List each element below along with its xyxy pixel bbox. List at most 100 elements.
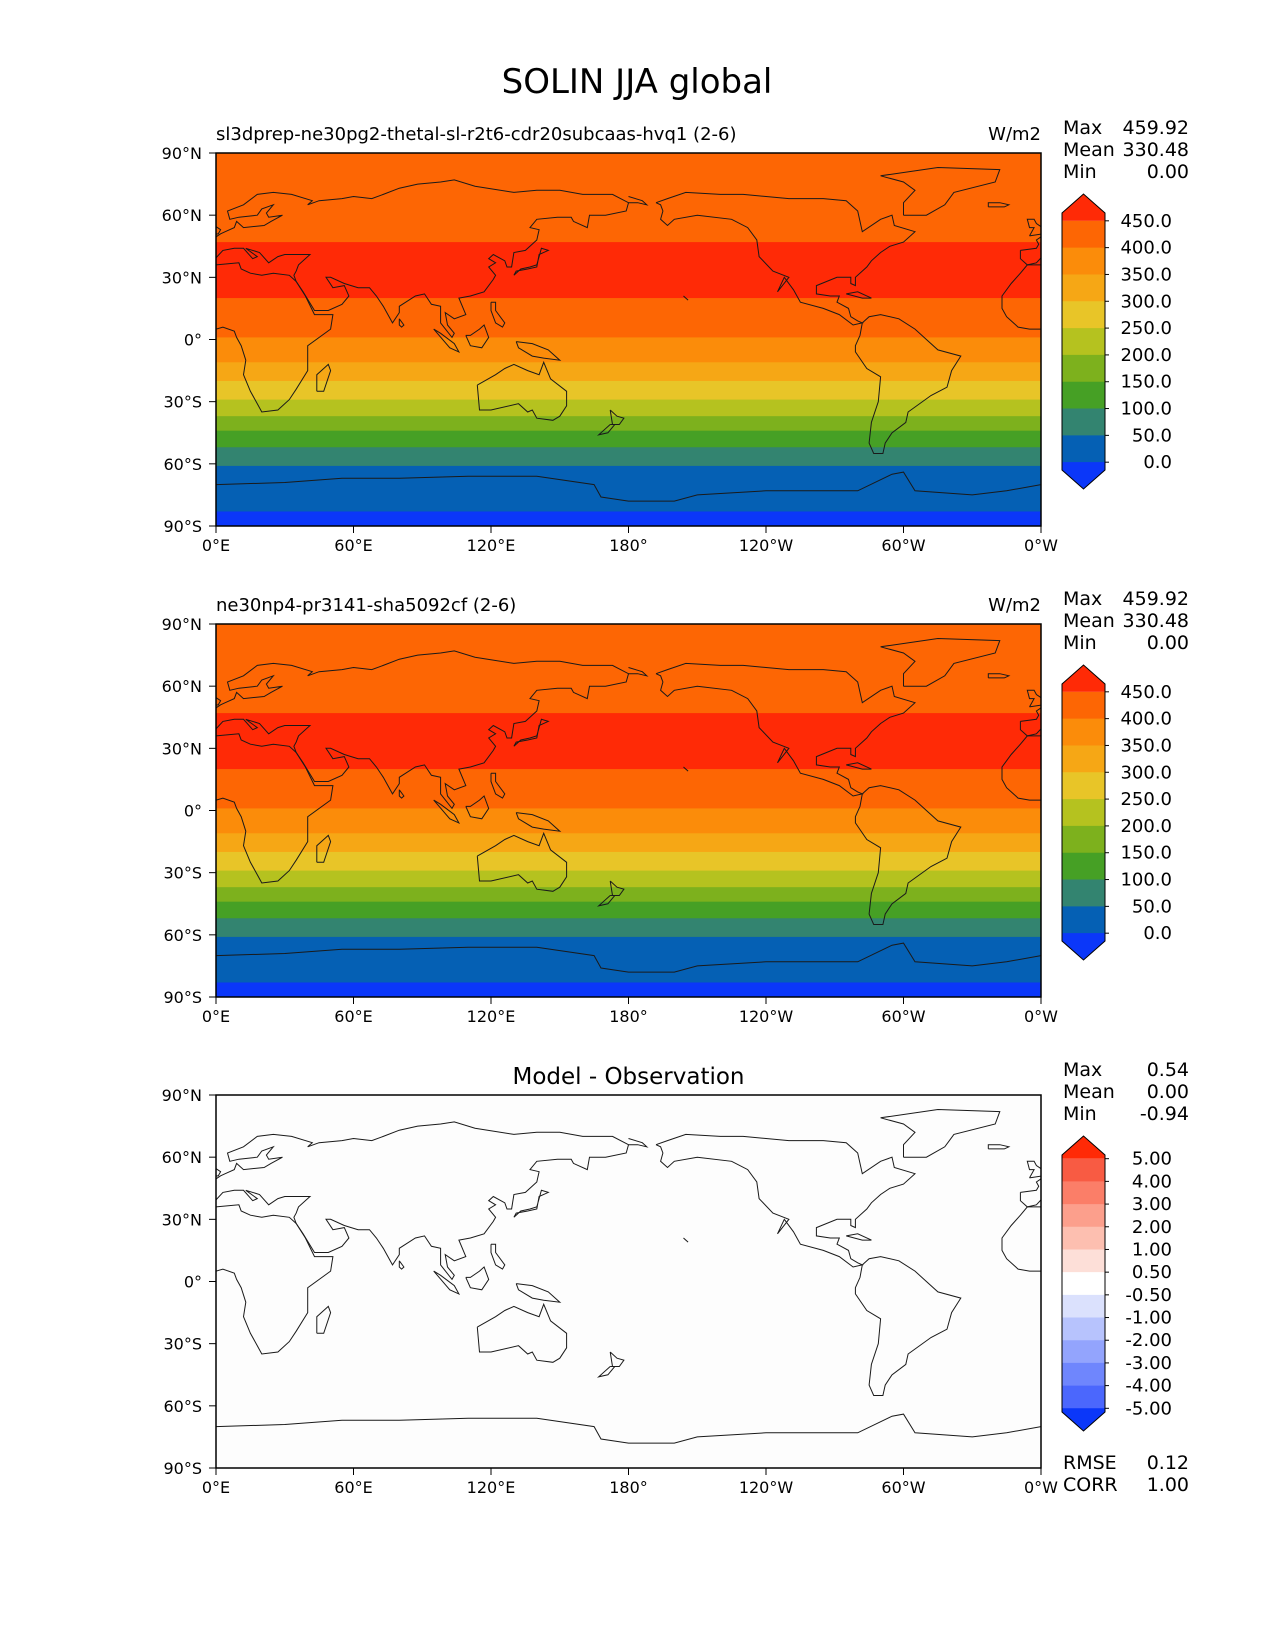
extra-stat-value: 1.00: [1147, 1474, 1189, 1496]
stat-label: Mean: [1063, 610, 1115, 632]
coastline: [1026, 1160, 1041, 1179]
lat-tick-label: 0°: [184, 802, 202, 821]
units-label: W/m2: [988, 124, 1041, 145]
data-band: [216, 380, 1041, 401]
data-band: [216, 465, 1041, 512]
colorbar-tick-label: 50.0: [1132, 425, 1172, 446]
colorbar-tick-label: 300.0: [1120, 762, 1172, 783]
coastline: [1019, 707, 1041, 737]
coastline: [854, 1256, 962, 1396]
colorbar-tick-label: 3.00: [1132, 1194, 1172, 1215]
colorbar-segment: [1062, 852, 1105, 880]
coastline: [465, 795, 490, 820]
data-band: [216, 918, 1041, 938]
coastline: [216, 1413, 1041, 1444]
map-panel-difference: 90°N 60°N 30°N 0° 30°S 60°S 90°S0°E 60°E 120°E 18…: [162, 1059, 1189, 1497]
coastline: [854, 785, 962, 925]
coastline: [316, 834, 332, 863]
coastline: [846, 1233, 872, 1241]
coastline: [987, 673, 1011, 679]
colorbar-tick-label: 300.0: [1120, 291, 1172, 312]
coastline: [490, 1243, 506, 1270]
stat-label: Max: [1063, 588, 1102, 610]
data-band: [216, 430, 1041, 448]
stat-value: 0.00: [1147, 1081, 1189, 1103]
coastline: [316, 363, 332, 392]
lon-tick-label: 0°E: [202, 1478, 230, 1497]
lat-tick-label: 90°S: [163, 517, 202, 536]
coastline: [880, 166, 1001, 216]
lon-tick-label: 120°W: [739, 536, 794, 555]
colorbar-tick-label: 0.0: [1143, 452, 1172, 473]
colorbar-segment: [1062, 1272, 1105, 1296]
colorbar-segment: [1062, 745, 1105, 773]
data-band: [216, 808, 1041, 834]
coastline: [216, 696, 222, 706]
colorbar-tick-label: 100.0: [1120, 399, 1172, 420]
colorbar-tick-label: 200.0: [1120, 345, 1172, 366]
stat-label: Mean: [1063, 1081, 1115, 1103]
data-band: [216, 298, 1041, 338]
colorbar-segment: [1062, 1136, 1105, 1159]
extra-stat-label: CORR: [1063, 1474, 1118, 1496]
lat-tick-label: 60°N: [162, 1148, 202, 1167]
coastline: [216, 942, 1041, 973]
colorbar-tick-label: 350.0: [1120, 264, 1172, 285]
coastline: [465, 1266, 490, 1291]
colorbar-outline: [1061, 1135, 1106, 1432]
lon-tick-label: 60°E: [334, 536, 372, 555]
extra-stat-label: RMSE: [1063, 1452, 1117, 1474]
lat-tick-label: 30°N: [162, 268, 202, 287]
colorbar: 450.0 400.0 350.0 300.0 250.0 200.0 150.0 100.0…: [1061, 664, 1172, 961]
coastline: [465, 324, 490, 349]
colorbar-segment: [1062, 328, 1105, 356]
colorbar-outline: [1061, 193, 1106, 490]
data-band: [216, 982, 1041, 998]
colorbar-tick-label: -1.00: [1125, 1308, 1172, 1329]
colorbar-segment: [1062, 665, 1105, 692]
data-band: [216, 447, 1041, 467]
data-band: [216, 153, 1041, 243]
data-band: [216, 901, 1041, 919]
panel-title: sl3dprep-ne30pg2-thetal-sl-r2t6-cdr20sub…: [216, 124, 737, 145]
lon-tick-label: 120°E: [467, 1007, 516, 1026]
coastline: [513, 1189, 550, 1218]
colorbar-segment: [1062, 1226, 1105, 1250]
lat-tick-label: 90°N: [162, 1086, 202, 1105]
colorbar-segment: [1062, 825, 1105, 854]
colorbar-tick-label: 0.50: [1132, 1262, 1172, 1283]
stat-value: 0.00: [1147, 161, 1189, 183]
coastline: [655, 662, 916, 797]
lat-tick-label: 0°: [184, 331, 202, 350]
lat-tick-label: 30°N: [162, 1210, 202, 1229]
coastline: [513, 247, 550, 276]
stat-value: 0.54: [1147, 1059, 1189, 1081]
colorbar: 450.0 400.0 350.0 300.0 250.0 200.0 150.0 100.0…: [1061, 193, 1172, 490]
coastline: [216, 262, 334, 413]
lon-tick-label: 0°W: [1024, 536, 1058, 555]
data-band: [216, 624, 1041, 714]
lon-tick-label: 60°W: [881, 1478, 925, 1497]
coastline: [1026, 689, 1041, 708]
coastline: [216, 650, 630, 810]
lat-tick-label: 30°S: [163, 1335, 202, 1354]
coastline: [433, 799, 461, 824]
lon-tick-label: 60°W: [881, 536, 925, 555]
coastline: [476, 1302, 568, 1363]
coastline: [476, 831, 568, 892]
colorbar-tick-label: 50.0: [1132, 896, 1172, 917]
lon-tick-label: 0°E: [202, 1007, 230, 1026]
coastline: [513, 718, 550, 747]
colorbar-tick-label: -4.00: [1125, 1376, 1172, 1397]
coastline: [1026, 218, 1041, 237]
colorbar-tick-label: 0.0: [1143, 923, 1172, 944]
colorbar-segment: [1062, 354, 1105, 383]
lat-tick-label: 60°S: [163, 926, 202, 945]
data-band: [216, 870, 1041, 888]
lat-tick-label: 90°N: [162, 144, 202, 163]
colorbar-tick-label: -2.00: [1125, 1330, 1172, 1351]
lat-tick-label: 30°S: [163, 393, 202, 412]
coastline: [216, 225, 222, 235]
lat-tick-label: 60°S: [163, 455, 202, 474]
coastline: [846, 291, 872, 299]
